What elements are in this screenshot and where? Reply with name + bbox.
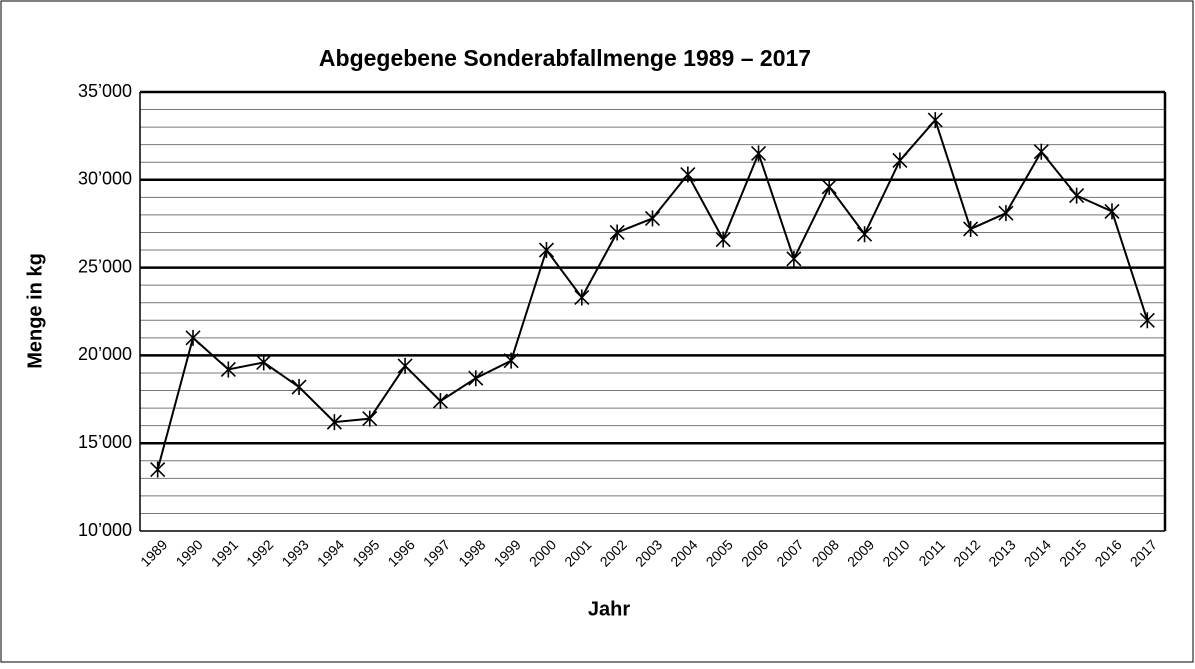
marker <box>362 410 378 427</box>
marker <box>680 166 696 183</box>
y-tick-label: 10’000 <box>78 520 132 540</box>
marker <box>503 352 519 369</box>
marker <box>468 370 484 387</box>
marker <box>821 178 837 195</box>
marker <box>150 461 166 478</box>
marker <box>1033 143 1049 160</box>
marker <box>1069 187 1085 204</box>
marker <box>927 112 943 129</box>
marker <box>1139 312 1155 329</box>
y-tick-label: 15’000 <box>78 432 132 452</box>
marker <box>397 357 413 374</box>
marker <box>538 242 555 259</box>
marker <box>185 329 201 346</box>
marker <box>644 210 661 227</box>
marker <box>786 250 802 267</box>
marker <box>291 379 307 396</box>
marker <box>750 145 767 162</box>
y-axis-label: Menge in kg <box>24 253 46 369</box>
y-tick-label: 20’000 <box>78 344 132 364</box>
marker <box>326 414 342 431</box>
marker <box>892 152 908 169</box>
y-tick-label: 25’000 <box>78 256 132 276</box>
marker <box>998 205 1014 222</box>
marker <box>574 289 590 306</box>
marker <box>256 354 272 371</box>
chart-title: Abgegebene Sonderabfallmenge 1989 – 2017 <box>319 45 811 71</box>
marker <box>432 393 448 410</box>
marker <box>963 220 979 237</box>
marker <box>715 231 731 248</box>
y-tick-label: 30’000 <box>78 169 132 189</box>
marker <box>1104 203 1120 220</box>
marker <box>857 226 873 243</box>
y-tick-label: 35’000 <box>78 81 132 101</box>
marker <box>220 361 236 378</box>
x-axis-label: Jahr <box>588 598 630 620</box>
marker <box>609 224 625 241</box>
